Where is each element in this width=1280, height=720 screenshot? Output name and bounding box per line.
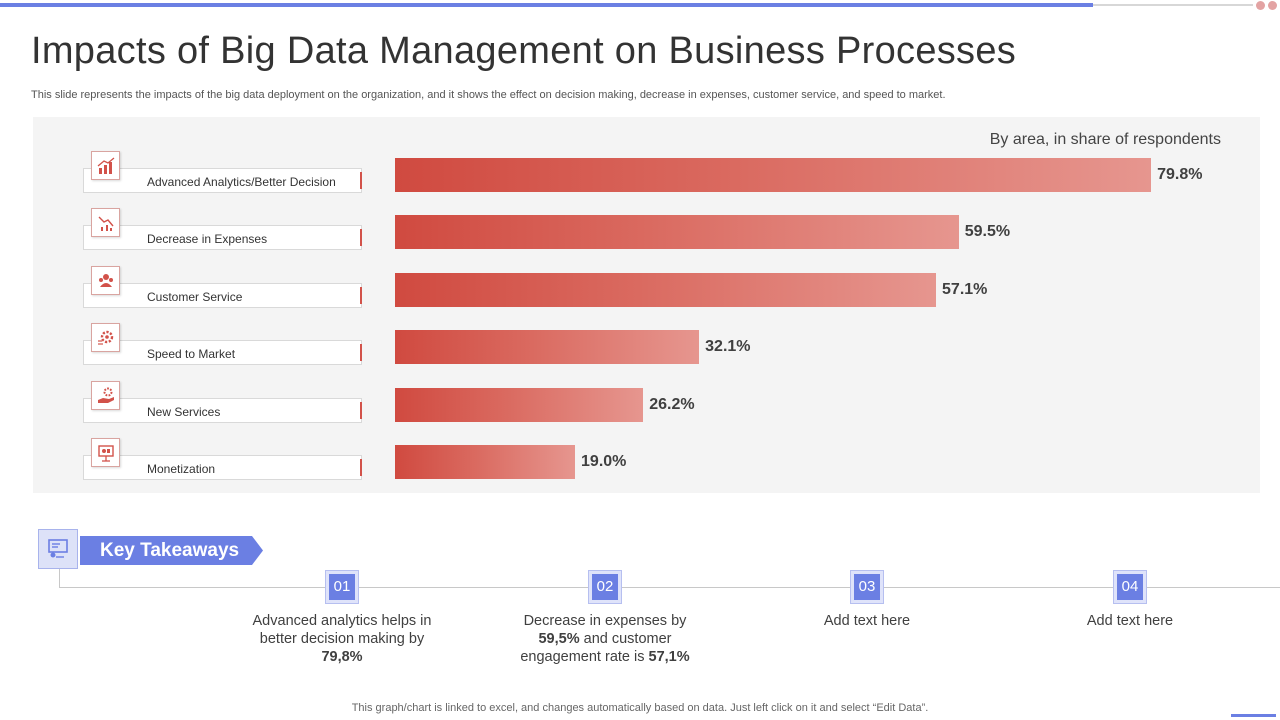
bottom-accent-line xyxy=(1231,714,1276,717)
takeaway-text-01: Advanced analytics helps in better decis… xyxy=(247,612,437,666)
takeaway-segment: Add text here xyxy=(823,613,911,629)
chart-note: By area, in share of respondents xyxy=(989,131,1221,148)
footer-note: This graph/chart is linked to excel, and… xyxy=(351,702,929,714)
category-label-new-services: New Services xyxy=(83,397,362,423)
takeaway-text-03: Add text here xyxy=(772,612,962,630)
gear-speed-icon xyxy=(91,323,120,353)
takeaway-number-03: 03 xyxy=(850,570,884,604)
category-label-text: Decrease in Expenses xyxy=(147,232,268,247)
value-label-speed-to-market: 32.1% xyxy=(705,338,751,356)
bar-monetization[interactable] xyxy=(395,445,576,479)
takeaway-number-01: 01 xyxy=(325,570,359,604)
bar-advanced-analytics-better-decision[interactable] xyxy=(395,158,1152,192)
category-label-text: Advanced Analytics/Better Decision xyxy=(147,175,336,189)
value-label-decrease-in-expenses: 59.5% xyxy=(964,223,1011,241)
key-takeaways-heading: Key Takeaways xyxy=(100,540,240,561)
declining-chart-icon xyxy=(91,208,120,238)
takeaway-highlight: 79,8% xyxy=(321,649,363,665)
bar-chart[interactable]: By area, in share of respondents Advance… xyxy=(33,117,1260,493)
takeaway-segment: Decrease in expenses by xyxy=(523,613,687,629)
page-subtitle: This slide represents the impacts of the… xyxy=(31,89,946,101)
category-label-customer-service: Customer Service xyxy=(83,282,362,308)
label-accent xyxy=(360,459,362,476)
hand-gear-icon xyxy=(91,380,120,410)
bar-chart-icon xyxy=(91,151,120,180)
takeaway-highlight: 59,5% xyxy=(538,631,580,647)
category-label-decrease-in-expenses: Decrease in Expenses xyxy=(83,225,362,251)
category-label-speed-to-market: Speed to Market xyxy=(83,340,362,366)
value-label-monetization: 19.0% xyxy=(581,453,627,470)
takeaway-segment: and customer engagement rate is xyxy=(520,631,672,665)
decorative-dot xyxy=(1256,1,1265,10)
label-accent xyxy=(360,286,362,304)
takeaway-text-04: Add text here xyxy=(1035,612,1225,630)
timeline-line xyxy=(59,587,1280,588)
takeaway-highlight: 57,1% xyxy=(648,649,690,665)
team-icon xyxy=(91,265,120,295)
presentation-icon xyxy=(91,438,120,467)
connector-line xyxy=(59,569,60,587)
decorative-dot xyxy=(1268,1,1277,10)
value-label-new-services: 26.2% xyxy=(649,395,695,413)
takeaway-segment: Advanced analytics helps in better decis… xyxy=(252,613,432,647)
bar-customer-service[interactable] xyxy=(395,272,937,307)
value-label-advanced-analytics-better-decision: 79.8% xyxy=(1157,166,1203,183)
category-label-advanced-analytics-better-decision: Advanced Analytics/Better Decision xyxy=(83,168,362,193)
takeaway-number-04: 04 xyxy=(1113,570,1147,604)
label-accent xyxy=(360,172,362,189)
page-title: Impacts of Big Data Management on Busine… xyxy=(31,30,1017,72)
category-label-text: Customer Service xyxy=(147,289,243,304)
label-accent xyxy=(360,229,362,247)
bar-speed-to-market[interactable] xyxy=(395,330,700,365)
label-accent xyxy=(360,401,362,419)
takeaway-segment: Add text here xyxy=(1086,613,1174,629)
category-label-text: Speed to Market xyxy=(147,347,236,362)
presentation-board-icon xyxy=(38,529,78,569)
label-accent xyxy=(360,344,362,362)
takeaway-number-02: 02 xyxy=(588,570,622,604)
top-divider-line xyxy=(1093,4,1253,6)
top-accent-line xyxy=(0,3,1093,7)
category-label-monetization: Monetization xyxy=(83,455,362,480)
value-label-customer-service: 57.1% xyxy=(942,280,988,298)
bar-decrease-in-expenses[interactable] xyxy=(395,215,959,250)
key-takeaways-banner: Key Takeaways xyxy=(80,536,263,565)
takeaway-text-02: Decrease in expenses by 59,5% and custom… xyxy=(510,612,700,666)
bar-new-services[interactable] xyxy=(395,387,644,422)
category-label-text: New Services xyxy=(147,404,221,419)
category-label-text: Monetization xyxy=(147,462,216,476)
